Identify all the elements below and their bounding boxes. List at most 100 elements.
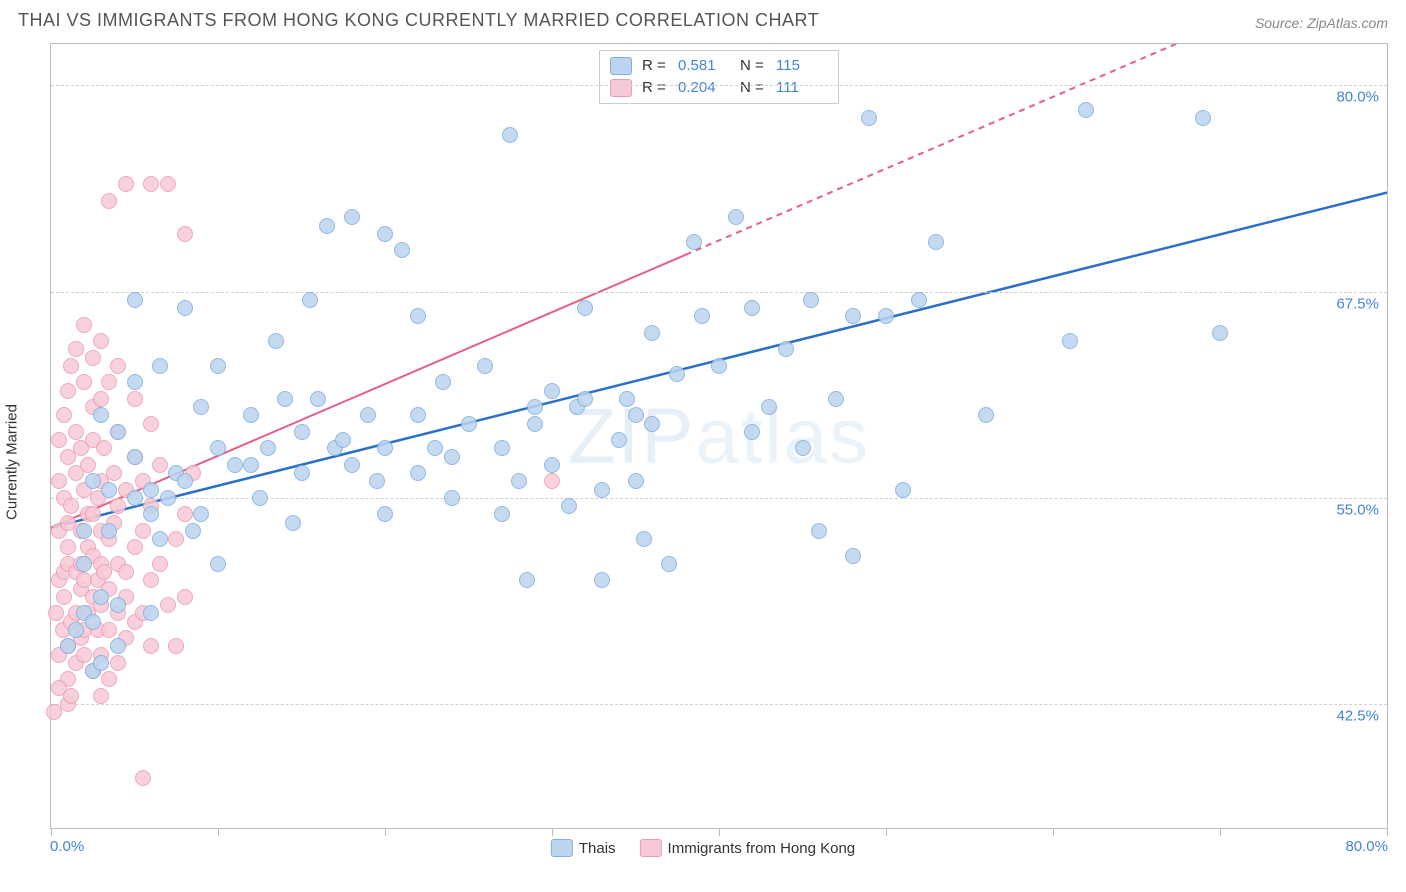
gridline (51, 704, 1387, 705)
data-point (1078, 102, 1094, 118)
data-point (76, 374, 92, 390)
data-point (694, 308, 710, 324)
x-tick (719, 828, 720, 836)
data-point (243, 407, 259, 423)
x-tick (218, 828, 219, 836)
legend-swatch-pink (640, 839, 662, 857)
data-point (594, 572, 610, 588)
data-point (344, 209, 360, 225)
x-tick (552, 828, 553, 836)
data-point (51, 473, 67, 489)
data-point (210, 440, 226, 456)
data-point (294, 424, 310, 440)
data-point (628, 407, 644, 423)
data-point (85, 506, 101, 522)
data-point (143, 605, 159, 621)
data-point (193, 399, 209, 415)
data-point (93, 688, 109, 704)
data-point (160, 176, 176, 192)
data-point (110, 358, 126, 374)
data-point (861, 110, 877, 126)
data-point (928, 234, 944, 250)
data-point (110, 597, 126, 613)
data-point (152, 556, 168, 572)
data-point (686, 234, 702, 250)
data-point (761, 399, 777, 415)
data-point (444, 449, 460, 465)
data-point (85, 350, 101, 366)
data-point (177, 473, 193, 489)
data-point (152, 457, 168, 473)
data-point (127, 391, 143, 407)
data-point (527, 399, 543, 415)
legend-label: Thais (579, 840, 616, 857)
x-tick (1053, 828, 1054, 836)
data-point (410, 308, 426, 324)
data-point (911, 292, 927, 308)
data-point (93, 407, 109, 423)
x-tick (385, 828, 386, 836)
data-point (377, 440, 393, 456)
data-point (101, 482, 117, 498)
data-point (527, 416, 543, 432)
legend-correlation: R = 0.581 N = 115 R = 0.204 N = 111 (599, 50, 839, 104)
data-point (56, 407, 72, 423)
data-point (110, 424, 126, 440)
data-point (118, 176, 134, 192)
y-axis-title: Currently Married (4, 404, 21, 520)
data-point (285, 515, 301, 531)
legend-label: Immigrants from Hong Kong (668, 840, 856, 857)
data-point (127, 539, 143, 555)
data-point (803, 292, 819, 308)
x-axis-min-label: 0.0% (50, 838, 84, 855)
gridline (51, 85, 1387, 86)
x-tick (1220, 828, 1221, 836)
legend-n-label: N = (740, 55, 766, 77)
chart-title: THAI VS IMMIGRANTS FROM HONG KONG CURREN… (18, 10, 819, 31)
data-point (143, 416, 159, 432)
data-point (152, 358, 168, 374)
data-point (76, 317, 92, 333)
data-point (210, 556, 226, 572)
data-point (76, 556, 92, 572)
chart-wrap: Currently Married ZIPatlas R = 0.581 N =… (0, 37, 1406, 887)
data-point (152, 531, 168, 547)
data-point (63, 358, 79, 374)
data-point (895, 482, 911, 498)
data-point (268, 333, 284, 349)
y-tick-label: 55.0% (1336, 501, 1379, 518)
data-point (302, 292, 318, 308)
data-point (85, 614, 101, 630)
data-point (845, 308, 861, 324)
data-point (544, 457, 560, 473)
data-point (60, 539, 76, 555)
data-point (76, 647, 92, 663)
data-point (185, 523, 201, 539)
data-point (110, 498, 126, 514)
data-point (344, 457, 360, 473)
data-point (410, 465, 426, 481)
data-point (168, 638, 184, 654)
data-point (177, 589, 193, 605)
data-point (577, 391, 593, 407)
data-point (711, 358, 727, 374)
y-tick-label: 42.5% (1336, 708, 1379, 725)
data-point (619, 391, 635, 407)
data-point (410, 407, 426, 423)
y-tick-label: 80.0% (1336, 89, 1379, 106)
data-point (127, 292, 143, 308)
data-point (48, 605, 64, 621)
data-point (93, 333, 109, 349)
legend-r-label: R = (642, 55, 668, 77)
data-point (795, 440, 811, 456)
data-point (63, 688, 79, 704)
data-point (177, 226, 193, 242)
data-point (377, 506, 393, 522)
data-point (744, 300, 760, 316)
data-point (101, 374, 117, 390)
data-point (744, 424, 760, 440)
data-point (577, 300, 593, 316)
data-point (101, 193, 117, 209)
data-point (143, 638, 159, 654)
data-point (878, 308, 894, 324)
